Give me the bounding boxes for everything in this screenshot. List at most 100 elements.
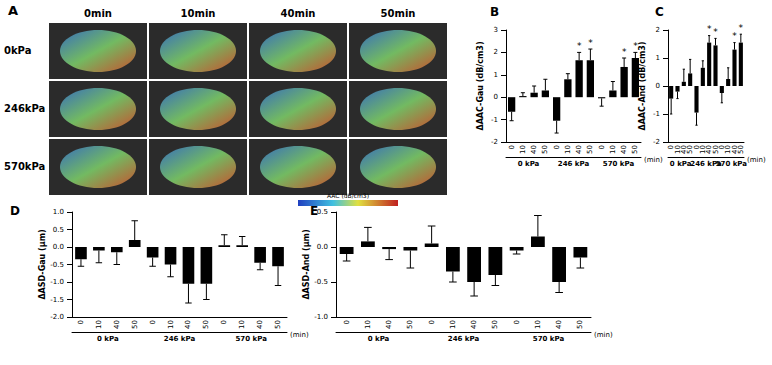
svg-text:*: * <box>622 47 627 57</box>
svg-text:10: 10 <box>364 320 372 329</box>
svg-text:0kPa: 0kPa <box>4 45 31 56</box>
svg-text:10: 10 <box>673 145 682 154</box>
svg-text:570 kPa: 570 kPa <box>603 160 635 168</box>
svg-text:50: 50 <box>576 320 584 329</box>
svg-text:570 kPa: 570 kPa <box>533 335 565 343</box>
svg-text:0.0: 0.0 <box>317 243 328 251</box>
svg-text:-0.5: -0.5 <box>314 278 328 286</box>
svg-text:-1.5: -1.5 <box>50 296 64 304</box>
svg-text:A: A <box>8 3 18 18</box>
svg-text:1: 1 <box>494 71 498 79</box>
svg-text:50: 50 <box>202 320 210 329</box>
svg-text:ΔASD-Gau (µm): ΔASD-Gau (µm) <box>38 229 47 299</box>
svg-text:D: D <box>10 204 20 218</box>
svg-text:*: * <box>739 23 744 33</box>
svg-text:-0.5: -0.5 <box>50 261 64 269</box>
svg-text:ΔAAC-And (dB/cm3): ΔAAC-And (dB/cm3) <box>637 41 647 131</box>
svg-text:50: 50 <box>406 320 414 329</box>
svg-text:10: 10 <box>167 320 175 329</box>
svg-text:*: * <box>577 41 582 51</box>
svg-text:10: 10 <box>564 145 572 154</box>
svg-text:0: 0 <box>494 93 498 101</box>
svg-text:-1: -1 <box>653 110 660 118</box>
svg-text:1: 1 <box>656 54 660 62</box>
svg-text:246 kPa: 246 kPa <box>448 335 480 343</box>
svg-text:10: 10 <box>519 145 527 154</box>
svg-text:C: C <box>655 5 664 19</box>
svg-text:50: 50 <box>586 145 594 154</box>
svg-text:(min): (min) <box>747 156 766 164</box>
svg-text:10: 10 <box>534 320 542 329</box>
svg-text:50: 50 <box>491 320 499 329</box>
svg-text:40: 40 <box>385 320 393 329</box>
svg-text:246 kPa: 246 kPa <box>164 335 196 343</box>
svg-text:50: 50 <box>131 320 139 329</box>
svg-text:0: 0 <box>508 145 516 149</box>
svg-text:1.0: 1.0 <box>53 208 64 216</box>
svg-text:*: * <box>732 31 737 41</box>
svg-text:0.5: 0.5 <box>53 226 64 234</box>
svg-text:10min: 10min <box>181 8 216 19</box>
svg-text:50: 50 <box>274 320 282 329</box>
svg-text:10: 10 <box>95 320 103 329</box>
svg-text:40: 40 <box>113 320 121 329</box>
svg-text:-1.0: -1.0 <box>314 313 328 321</box>
svg-text:ΔASD-And (µm): ΔASD-And (µm) <box>302 229 311 299</box>
svg-text:40: 40 <box>555 320 563 329</box>
svg-text:10: 10 <box>238 320 246 329</box>
svg-text:-2.0: -2.0 <box>50 313 64 321</box>
svg-text:570kPa: 570kPa <box>4 161 45 172</box>
svg-text:*: * <box>588 38 593 48</box>
svg-text:0: 0 <box>149 320 157 324</box>
svg-text:ΔAAC-Gau (dB/cm3): ΔAAC-Gau (dB/cm3) <box>476 41 485 130</box>
svg-text:0: 0 <box>220 320 228 324</box>
svg-text:*: * <box>633 41 638 51</box>
svg-text:0: 0 <box>656 82 660 90</box>
svg-text:570 kPa: 570 kPa <box>235 335 267 343</box>
svg-text:10: 10 <box>609 145 617 154</box>
svg-text:0: 0 <box>77 320 85 324</box>
svg-text:246kPa: 246kPa <box>4 103 45 114</box>
svg-text:-1.0: -1.0 <box>50 278 64 286</box>
svg-text:3: 3 <box>494 26 498 34</box>
svg-text:-2: -2 <box>491 138 498 146</box>
svg-text:0 kPa: 0 kPa <box>670 160 692 168</box>
svg-text:40: 40 <box>530 145 538 154</box>
svg-text:-2: -2 <box>653 138 660 146</box>
svg-text:*: * <box>713 27 718 37</box>
svg-text:246 kPa: 246 kPa <box>558 160 590 168</box>
svg-text:40: 40 <box>184 320 192 329</box>
svg-text:(min): (min) <box>290 331 309 339</box>
svg-text:2: 2 <box>656 26 660 34</box>
svg-text:0: 0 <box>428 320 436 324</box>
svg-text:(min): (min) <box>594 331 613 339</box>
svg-text:40: 40 <box>470 320 478 329</box>
svg-text:40min: 40min <box>281 8 316 19</box>
svg-text:0 kPa: 0 kPa <box>518 160 540 168</box>
svg-text:0: 0 <box>513 320 521 324</box>
svg-text:50: 50 <box>737 145 745 154</box>
svg-text:40: 40 <box>256 320 264 329</box>
svg-text:570 kPa: 570 kPa <box>716 160 748 168</box>
svg-text:0.0: 0.0 <box>53 243 64 251</box>
svg-text:-1: -1 <box>491 116 498 124</box>
svg-text:50: 50 <box>541 145 549 154</box>
svg-text:(min): (min) <box>644 156 663 164</box>
svg-text:40: 40 <box>620 145 628 154</box>
svg-text:0: 0 <box>598 145 606 149</box>
svg-text:0 kPa: 0 kPa <box>97 335 119 343</box>
svg-text:50: 50 <box>631 145 639 154</box>
svg-text:0: 0 <box>343 320 351 324</box>
svg-text:0: 0 <box>553 145 561 149</box>
svg-text:AAC (dB/cm3): AAC (dB/cm3) <box>327 192 369 199</box>
svg-text:0 kPa: 0 kPa <box>368 335 390 343</box>
svg-text:E: E <box>310 204 319 218</box>
svg-text:0.5: 0.5 <box>317 208 328 216</box>
svg-text:10: 10 <box>449 320 457 329</box>
svg-text:2: 2 <box>494 48 498 56</box>
svg-text:50min: 50min <box>381 8 416 19</box>
svg-text:0min: 0min <box>84 8 112 19</box>
svg-text:B: B <box>490 5 499 19</box>
svg-text:*: * <box>707 24 712 34</box>
svg-text:40: 40 <box>575 145 583 154</box>
